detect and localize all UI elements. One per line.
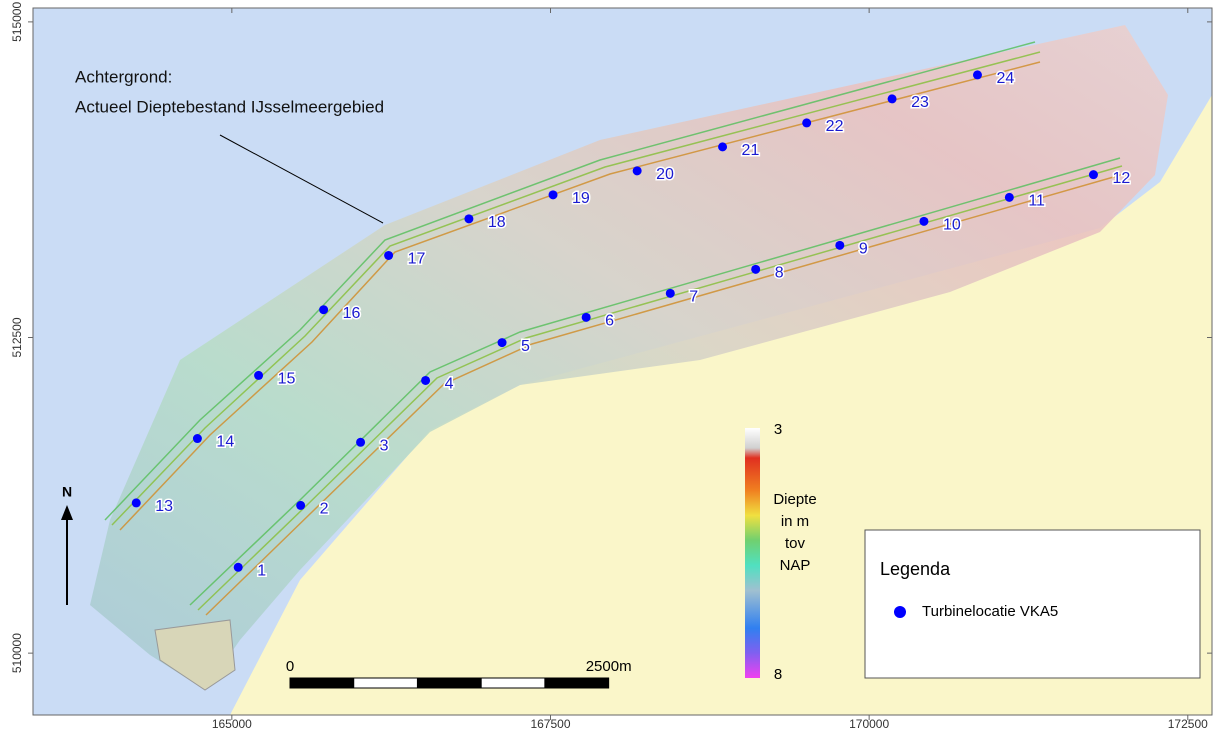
turbine-label: 13 — [155, 498, 173, 515]
turbine — [296, 501, 305, 510]
colorbar-max-label: 3 — [774, 421, 782, 438]
turbine — [132, 498, 141, 507]
turbine-label: 24 — [996, 70, 1014, 87]
legend-label: Turbinelocatie VKA5 — [922, 603, 1058, 620]
turbine-label: 8 — [775, 265, 784, 282]
turbine — [464, 214, 473, 223]
turbine-label: 19 — [572, 190, 590, 207]
colorbar — [745, 428, 760, 678]
turbine-label: 14 — [216, 434, 234, 451]
turbine-label: 10 — [943, 217, 961, 234]
turbine-label: 23 — [911, 94, 929, 111]
turbine — [549, 190, 558, 199]
turbine — [356, 438, 365, 447]
legend-symbol — [894, 606, 906, 618]
turbine — [973, 70, 982, 79]
turbine — [254, 371, 263, 380]
turbine — [802, 118, 811, 127]
y-tick-label: 510000 — [10, 633, 24, 673]
turbine-label: 12 — [1112, 170, 1130, 187]
turbine-label: 1 — [257, 563, 266, 580]
colorbar-title: NAP — [780, 557, 811, 574]
colorbar-title: in m — [781, 513, 809, 530]
scalebar-segment — [417, 678, 481, 688]
scalebar-segment — [290, 678, 354, 688]
map: Achtergrond: Actueel Dieptebestand IJsse… — [0, 0, 1215, 733]
colorbar-title: Diepte — [773, 491, 816, 508]
turbine — [666, 289, 675, 298]
turbine — [193, 434, 202, 443]
scalebar-label: 0 — [286, 658, 294, 675]
turbine — [1005, 193, 1014, 202]
turbine-label: 5 — [521, 338, 530, 355]
turbine — [234, 563, 243, 572]
turbine-label: 11 — [1028, 193, 1045, 210]
turbine — [498, 338, 507, 347]
turbine — [421, 376, 430, 385]
x-tick-label: 165000 — [212, 717, 252, 731]
annotation: Achtergrond: — [75, 67, 172, 86]
turbine — [919, 217, 928, 226]
turbine-label: 4 — [445, 376, 454, 393]
turbine-label: 3 — [380, 438, 389, 455]
turbine — [633, 166, 642, 175]
turbine-label: 20 — [656, 166, 674, 183]
y-tick-label: 512500 — [10, 317, 24, 357]
turbine-label: 17 — [408, 251, 426, 268]
scalebar-segment — [481, 678, 545, 688]
x-tick-label: 167500 — [530, 717, 570, 731]
north-label: N — [62, 484, 72, 500]
x-tick-label: 172500 — [1168, 717, 1208, 731]
turbine-label: 7 — [689, 289, 698, 306]
turbine — [835, 241, 844, 250]
turbine-label: 21 — [742, 142, 760, 159]
scalebar-segment — [354, 678, 418, 688]
turbine — [319, 305, 328, 314]
turbine — [384, 251, 393, 260]
turbine — [1089, 170, 1098, 179]
annotation: Actueel Dieptebestand IJsselmeergebied — [75, 97, 384, 116]
turbine-label: 18 — [488, 214, 506, 231]
turbine-label: 2 — [320, 501, 329, 518]
turbine-label: 15 — [278, 371, 296, 388]
turbine — [751, 265, 760, 274]
scalebar-label: 2500m — [586, 658, 632, 675]
colorbar-title: tov — [785, 535, 806, 552]
turbine — [718, 142, 727, 151]
turbine-label: 9 — [859, 241, 868, 258]
turbine — [888, 94, 897, 103]
scalebar-segment — [545, 678, 609, 688]
colorbar-min-label: 8 — [774, 666, 782, 683]
turbine-label: 22 — [826, 118, 844, 135]
turbine — [582, 313, 591, 322]
turbine-label: 16 — [343, 305, 361, 322]
turbine-label: 6 — [605, 313, 614, 330]
y-tick-label: 515000 — [10, 2, 24, 42]
legend-title: Legenda — [880, 559, 951, 579]
x-tick-label: 170000 — [849, 717, 889, 731]
